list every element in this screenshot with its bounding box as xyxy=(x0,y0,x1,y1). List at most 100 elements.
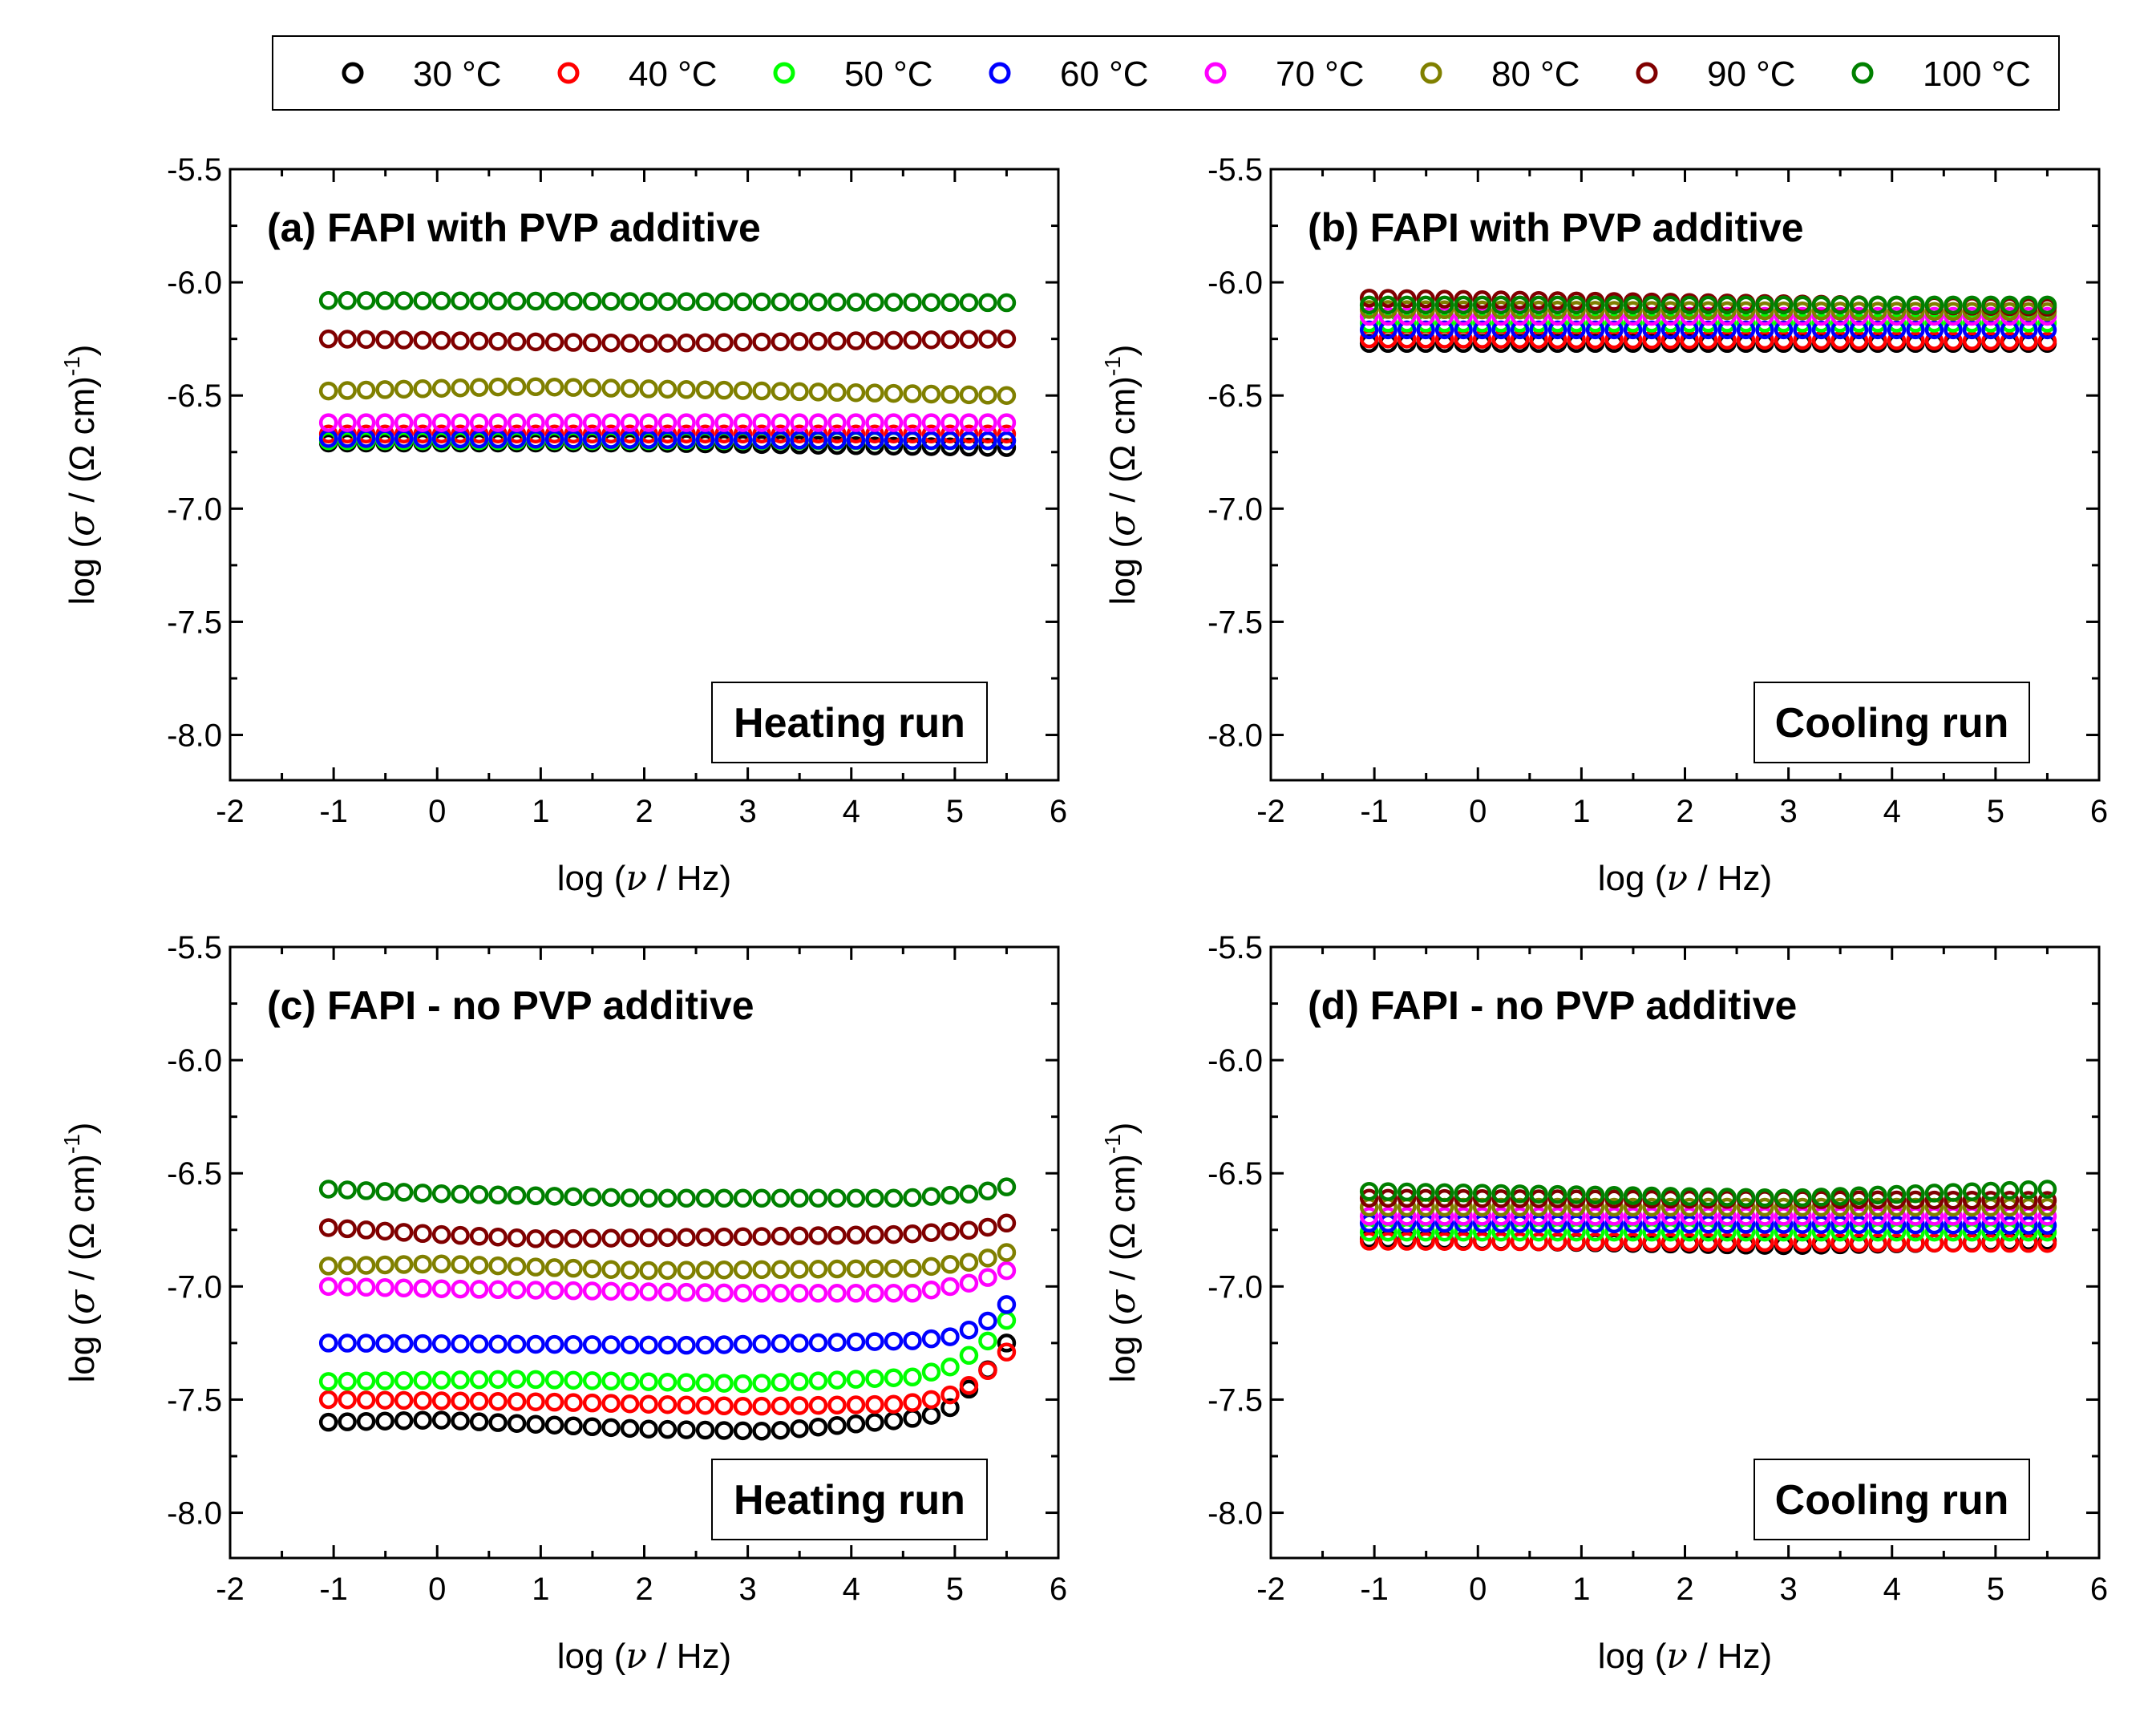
data-point xyxy=(1623,314,1643,333)
data-point xyxy=(903,384,922,403)
data-point xyxy=(1887,1233,1907,1252)
data-point xyxy=(318,413,338,432)
data-point xyxy=(469,1185,489,1204)
data-point xyxy=(1981,1233,2000,1253)
data-point xyxy=(488,1370,508,1390)
data-point xyxy=(790,413,809,432)
data-point xyxy=(1830,295,1850,315)
data-point xyxy=(940,293,960,313)
data-point xyxy=(431,1224,451,1244)
data-point xyxy=(1378,1182,1398,1201)
data-point xyxy=(714,1335,734,1354)
data-point xyxy=(1529,314,1548,333)
data-point xyxy=(1434,289,1454,309)
data-point xyxy=(921,424,941,443)
data-point xyxy=(771,332,791,351)
data-point xyxy=(1359,306,1379,326)
data-point xyxy=(1472,1232,1492,1252)
data-point xyxy=(677,1373,696,1392)
data-point xyxy=(1660,314,1681,333)
y-tick-label: -8.0 xyxy=(1207,718,1263,754)
legend: 30 °C 40 °C 50 °C 60 °C 70 °C 80 °C 90 °C 100 °… xyxy=(272,35,2060,111)
y-tick-label: -5.5 xyxy=(1207,152,1263,188)
data-point xyxy=(451,1334,470,1354)
data-point xyxy=(413,1370,432,1390)
y-axis-title-superscript: -1 xyxy=(59,1134,84,1154)
data-point xyxy=(940,1357,960,1377)
data-point xyxy=(375,1390,394,1410)
data-point xyxy=(997,413,1017,432)
data-point xyxy=(940,413,960,432)
x-axis-title-symbol: ν xyxy=(625,858,647,899)
data-point xyxy=(1924,314,1944,333)
data-point xyxy=(394,1410,414,1431)
data-point xyxy=(469,1370,489,1390)
data-point xyxy=(1887,314,1907,333)
data-point xyxy=(695,333,715,353)
data-point xyxy=(1793,1232,1812,1252)
run-label-box xyxy=(711,1459,988,1540)
data-point xyxy=(1604,1197,1624,1217)
data-point xyxy=(1811,330,1831,350)
data-point xyxy=(469,413,489,432)
data-point xyxy=(1378,295,1398,315)
data-point xyxy=(940,424,960,443)
series-40C xyxy=(318,1342,1017,1416)
y-tick-label: -6.5 xyxy=(167,378,222,414)
data-point xyxy=(1811,1188,1831,1207)
x-tick-label: 0 xyxy=(1469,1572,1487,1607)
data-point xyxy=(827,413,847,432)
data-point xyxy=(2000,1216,2020,1235)
data-point xyxy=(1887,331,1907,350)
data-point xyxy=(601,1335,621,1354)
data-point xyxy=(620,1188,640,1208)
data-point xyxy=(884,1394,904,1414)
data-point xyxy=(582,333,602,353)
data-point xyxy=(1397,306,1417,326)
data-point xyxy=(413,413,432,432)
data-point xyxy=(564,1370,583,1390)
x-axis-title-prefix: log ( xyxy=(1598,1637,1667,1676)
data-point xyxy=(1434,1183,1454,1203)
data-point xyxy=(808,1417,828,1437)
data-point xyxy=(1680,314,1699,333)
data-point xyxy=(903,424,922,443)
data-point xyxy=(564,413,583,432)
data-point xyxy=(959,1346,979,1366)
data-point xyxy=(790,1396,809,1415)
data-point xyxy=(733,1283,753,1303)
data-point xyxy=(752,332,771,352)
data-point xyxy=(1680,1197,1699,1217)
data-point xyxy=(997,329,1017,349)
data-point xyxy=(978,293,997,313)
data-point xyxy=(338,291,357,310)
data-point xyxy=(620,1261,640,1280)
data-point xyxy=(771,430,791,450)
data-point xyxy=(601,1281,621,1301)
legend-marker xyxy=(1851,62,1874,84)
data-point xyxy=(1717,1232,1737,1252)
data-point xyxy=(959,1184,979,1204)
data-point xyxy=(601,333,621,353)
data-point xyxy=(1811,1215,1831,1234)
data-point xyxy=(469,1256,489,1275)
data-point xyxy=(846,1259,866,1279)
series-30C xyxy=(318,1333,1017,1441)
data-point xyxy=(488,1334,508,1354)
data-point xyxy=(1868,1185,1887,1205)
data-point xyxy=(469,1412,489,1431)
data-point xyxy=(790,332,809,351)
data-point xyxy=(1755,1188,1774,1208)
data-point xyxy=(677,413,696,432)
data-point xyxy=(1680,1187,1699,1207)
data-point xyxy=(771,1260,791,1279)
x-axis-title-suffix: / Hz) xyxy=(1688,1637,1772,1676)
panels: -2 -1 0 1 2 3 4 5 6 -5.5 -6.0 -6.5 -7.0 -7.5 -8.0 log (… xyxy=(59,152,2108,1677)
data-point xyxy=(1359,1207,1379,1226)
data-point xyxy=(488,1391,508,1411)
data-point xyxy=(1529,1232,1548,1252)
data-point xyxy=(1830,1233,1850,1252)
data-point xyxy=(1717,306,1737,326)
data-point xyxy=(865,424,884,443)
